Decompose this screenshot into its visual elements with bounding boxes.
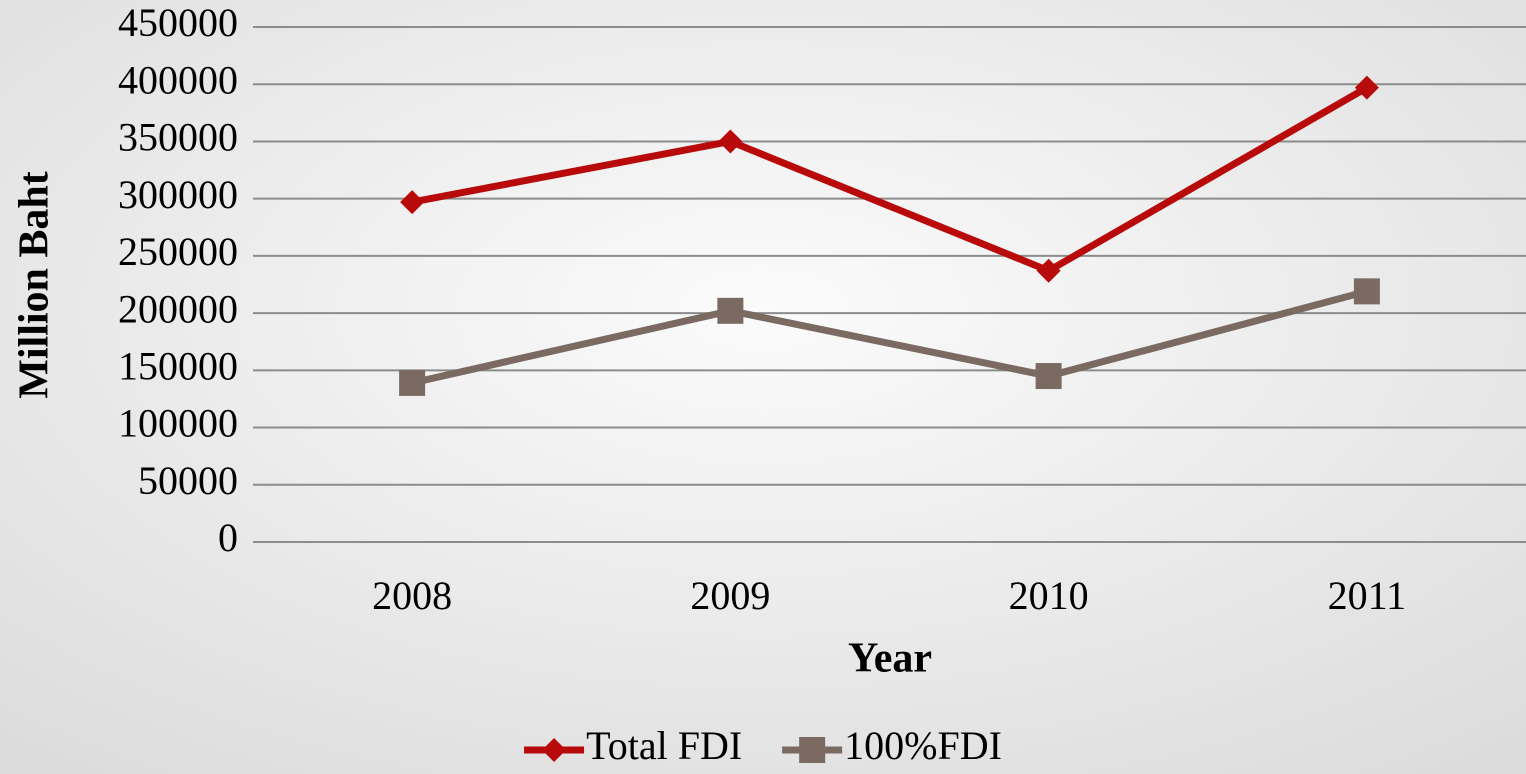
x-tick-label: 2009 xyxy=(690,573,770,618)
y-tick-label: 0 xyxy=(218,515,238,560)
y-tick-label: 450000 xyxy=(118,0,238,45)
legend-label: 100%FDI xyxy=(844,723,1002,768)
x-tick-label: 2008 xyxy=(372,573,452,618)
y-tick-label: 50000 xyxy=(138,458,238,503)
marker xyxy=(399,369,426,396)
marker xyxy=(718,129,743,154)
y-tick-label: 250000 xyxy=(118,229,238,274)
marker xyxy=(1354,75,1379,100)
x-tick-label: 2010 xyxy=(1009,573,1089,618)
legend-item: Total FDI xyxy=(524,723,742,768)
marker xyxy=(717,297,744,324)
legend-item: 100%FDI xyxy=(782,723,1002,768)
y-tick-label: 400000 xyxy=(118,57,238,102)
y-axis-title: Million Baht xyxy=(12,171,58,399)
marker xyxy=(1035,363,1062,390)
y-tick-label: 150000 xyxy=(118,344,238,389)
marker xyxy=(400,190,425,215)
marker xyxy=(1353,278,1380,305)
x-tick-label: 2011 xyxy=(1328,573,1407,618)
y-tick-label: 100000 xyxy=(118,401,238,446)
marker xyxy=(1036,258,1061,283)
series-line xyxy=(411,84,1369,275)
legend-label: Total FDI xyxy=(586,723,742,768)
series-line xyxy=(411,287,1368,387)
x-axis-title: Year xyxy=(848,636,932,682)
legend-marker xyxy=(799,737,826,763)
y-tick-label: 200000 xyxy=(118,286,238,331)
y-tick-label: 350000 xyxy=(118,115,238,160)
legend-marker xyxy=(542,738,567,762)
y-tick-label: 300000 xyxy=(118,172,238,217)
